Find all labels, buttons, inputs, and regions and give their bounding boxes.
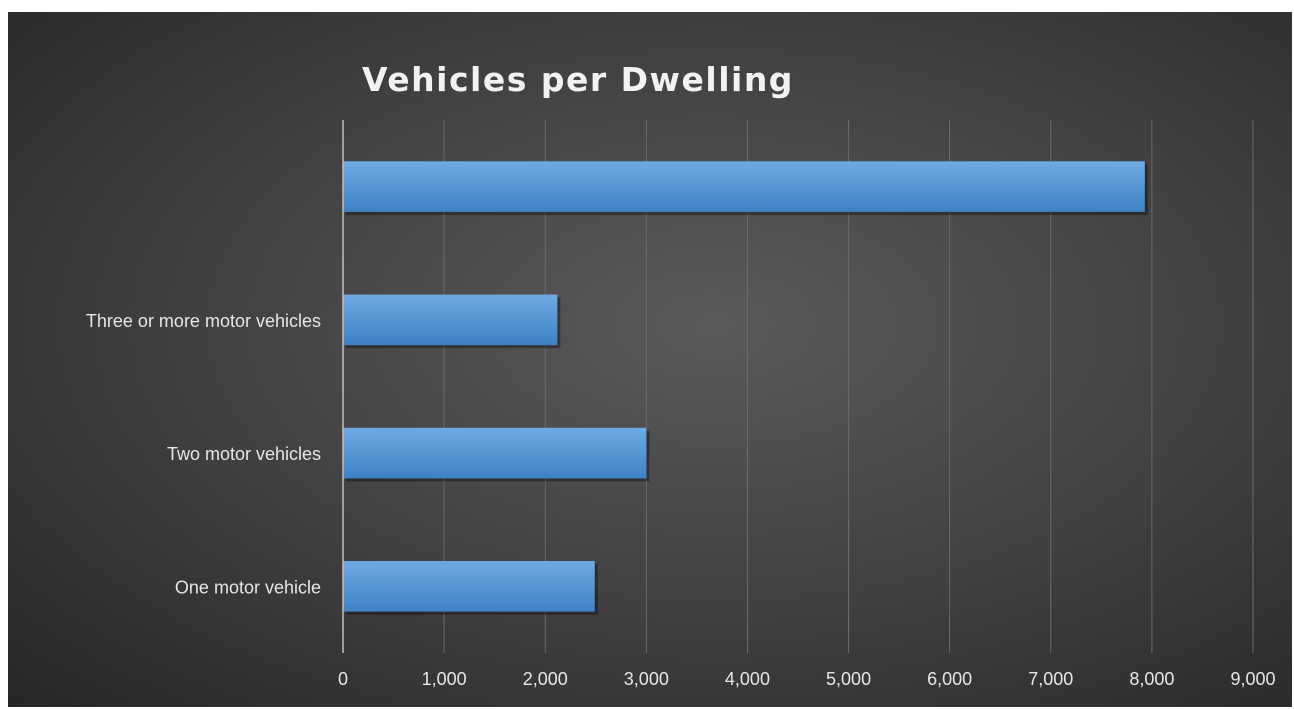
x-tick-label: 1,000	[422, 669, 467, 689]
bar	[343, 427, 647, 479]
category-label: One motor vehicle	[175, 577, 321, 597]
bar	[343, 161, 1145, 212]
category-label: Three or more motor vehicles	[86, 311, 321, 331]
x-tick-label: 8,000	[1129, 669, 1174, 689]
x-tick-label: 4,000	[725, 669, 770, 689]
bar	[343, 561, 595, 612]
chart-area: Vehicles per Dwelling One motor vehicle T…	[8, 12, 1292, 707]
x-tick-label: 6,000	[927, 669, 972, 689]
x-tick-label: 5,000	[826, 669, 871, 689]
x-tick-label: 2,000	[523, 669, 568, 689]
x-tick-label: 0	[338, 669, 348, 689]
x-tick-label: 3,000	[624, 669, 669, 689]
x-tick-label: 7,000	[1028, 669, 1073, 689]
category-label: Two motor vehicles	[167, 444, 321, 464]
x-tick-label: 9,000	[1230, 669, 1275, 689]
bar	[343, 294, 558, 346]
bar-chart: One motor vehicle Two motor vehicles Three…	[86, 120, 1276, 689]
chart-title: Vehicles per Dwelling	[362, 60, 794, 99]
